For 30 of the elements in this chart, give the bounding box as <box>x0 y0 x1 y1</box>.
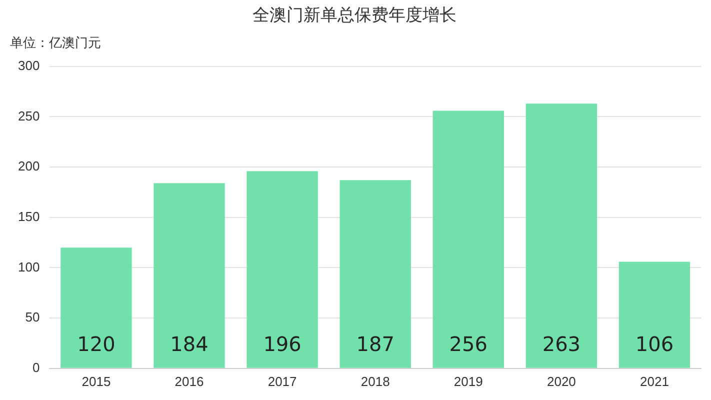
y-tick-label: 250 <box>18 108 40 124</box>
y-tick-label: 300 <box>18 58 40 73</box>
text: 单位：亿澳门元 <box>10 35 101 52</box>
bar <box>154 183 225 368</box>
data-label: 106 <box>635 332 674 356</box>
chart-title: 全澳门新单总保费年度增长 <box>252 6 456 26</box>
bar <box>432 110 504 368</box>
data-label: 263 <box>542 332 581 356</box>
data-label: 120 <box>77 332 116 356</box>
y-tick-label: 50 <box>25 310 40 325</box>
bar <box>246 171 318 368</box>
bar <box>618 262 690 368</box>
data-label: 187 <box>356 332 394 356</box>
x-tick-label: 2016 <box>174 374 204 389</box>
x-tick-label: 2021 <box>640 374 669 389</box>
bar <box>60 248 132 368</box>
data-label: 184 <box>170 332 208 356</box>
bar <box>526 104 598 368</box>
data-label: 196 <box>263 332 302 356</box>
bar <box>340 180 411 368</box>
y-tick-label: 100 <box>18 259 40 274</box>
y-tick-label: 150 <box>18 208 40 224</box>
y-tick-label: 200 <box>18 158 40 174</box>
data-label: 256 <box>449 332 488 356</box>
y-tick-label: 0 <box>32 360 40 375</box>
x-tick-label: 2017 <box>268 374 297 389</box>
x-tick-label: 2015 <box>82 374 111 389</box>
x-tick-label: 2018 <box>360 374 390 389</box>
x-tick-label: 2020 <box>546 374 576 389</box>
x-tick-label: 2019 <box>454 374 483 389</box>
